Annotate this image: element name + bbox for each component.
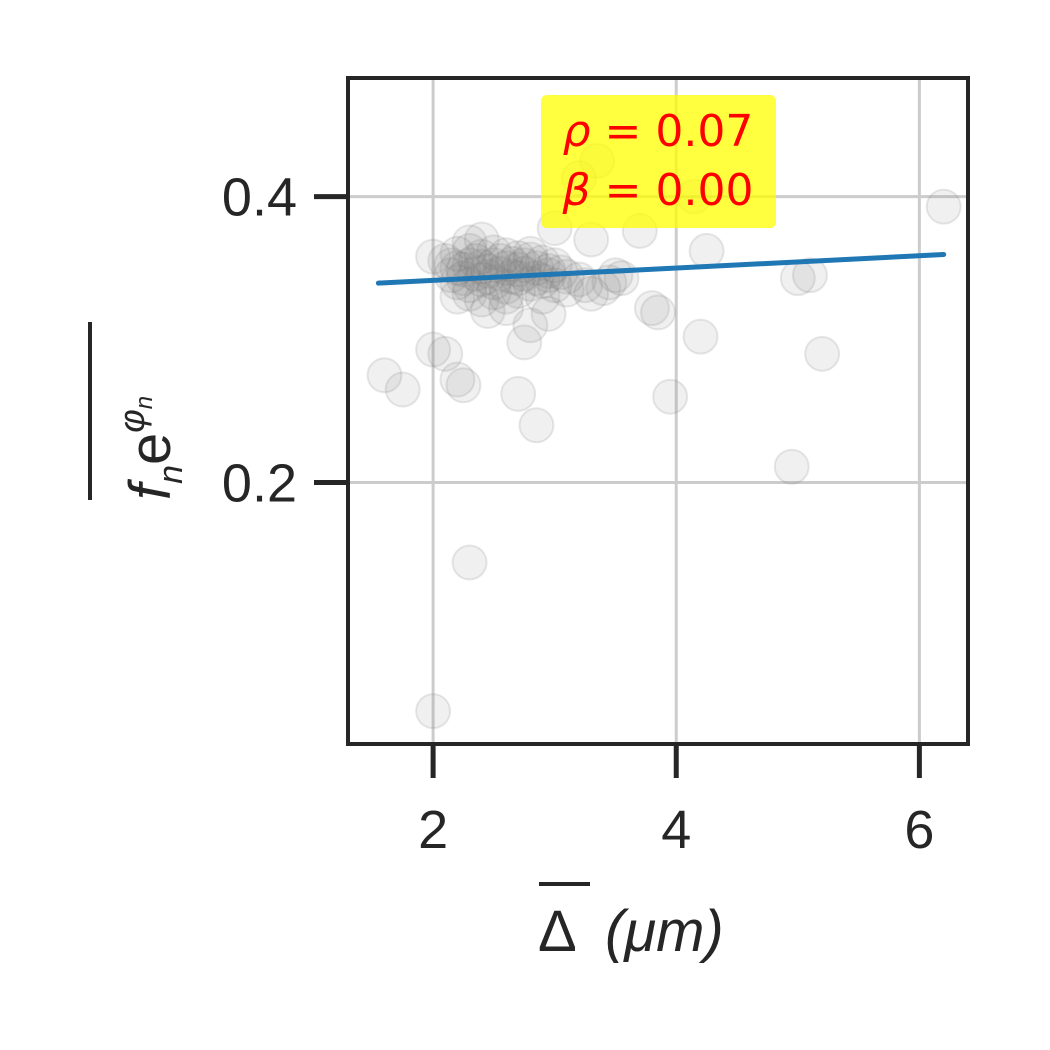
scatter-point (804, 335, 841, 372)
scatter-point (773, 448, 810, 485)
scatter-point (439, 235, 476, 272)
scatter-point (451, 247, 488, 284)
scatter-point (439, 278, 476, 315)
scatter-point (439, 361, 476, 398)
scatter-point (463, 221, 500, 258)
axis-ticks: 2 4 6 0.2 0.4 (222, 168, 934, 860)
scatter-point (512, 307, 549, 344)
scatter-point (457, 255, 494, 292)
x-axis-label-unit: (μm) (605, 899, 724, 964)
y-tick-label: 0.4 (222, 168, 297, 228)
scatter-point (494, 245, 531, 282)
scatter-point (366, 357, 403, 394)
scatter-point (433, 247, 470, 284)
scatter-point (488, 237, 525, 274)
x-tick-label: 2 (418, 800, 448, 860)
x-tick-label: 6 (904, 800, 934, 860)
scatter-point (567, 267, 604, 304)
beta-value: 0.00 (655, 165, 753, 216)
scatter-point (475, 247, 512, 284)
scatter-point (445, 367, 482, 404)
scatter-point (506, 324, 543, 361)
scatter-point (463, 238, 500, 275)
scatter-point (791, 257, 828, 294)
scatter-point (415, 331, 452, 368)
rho-symbol: ρ (563, 106, 591, 157)
scatter-point (475, 234, 512, 271)
scatter-point (500, 375, 537, 412)
scatter-point (652, 378, 689, 415)
plot-frame (346, 76, 970, 746)
scatter-points (366, 142, 962, 730)
rho-value: 0.07 (655, 106, 753, 157)
x-tick-label: 4 (661, 800, 691, 860)
scatter-point (524, 244, 561, 281)
scatter-point (512, 235, 549, 272)
y-axis-label: fneφn (88, 322, 190, 500)
scatter-point (524, 278, 561, 315)
regression-line (375, 252, 947, 286)
scatter-point (384, 371, 421, 408)
annotation-beta: β = 0.00 (562, 165, 754, 216)
scatter-point (451, 544, 488, 581)
scatter-point (682, 318, 719, 355)
scatter-point (518, 407, 555, 444)
scatter-point (427, 335, 464, 372)
scatter-point (488, 278, 525, 315)
scatter-point (475, 264, 512, 301)
scatter-point (597, 257, 634, 294)
scatter-point (640, 294, 676, 331)
scatter-point (925, 188, 962, 225)
scatter-point (451, 232, 488, 269)
annotation-rho: ρ = 0.07 (563, 106, 754, 157)
scatter-point (433, 257, 470, 294)
scatter-point (451, 224, 488, 261)
y-tick-label: 0.2 (222, 453, 297, 513)
scatter-point (530, 252, 567, 289)
x-axis-label-symbol: Δ (538, 899, 577, 964)
annotation-box (541, 95, 776, 228)
scatter-point (573, 275, 610, 312)
beta-symbol: β (562, 165, 591, 216)
scatter-point (463, 281, 500, 318)
stats-annotation: ρ = 0.07 β = 0.00 (541, 95, 776, 228)
scatter-point (415, 238, 452, 275)
scatter-point (469, 292, 506, 329)
scatter-point (688, 232, 725, 269)
y-axis-label-text: fneφn (111, 396, 190, 500)
scatter-point (488, 290, 525, 327)
scatter-point (415, 693, 452, 730)
scatter-point (633, 290, 670, 327)
x-axis-label: Δ (μm) (538, 882, 724, 964)
scatter-point (530, 295, 567, 332)
